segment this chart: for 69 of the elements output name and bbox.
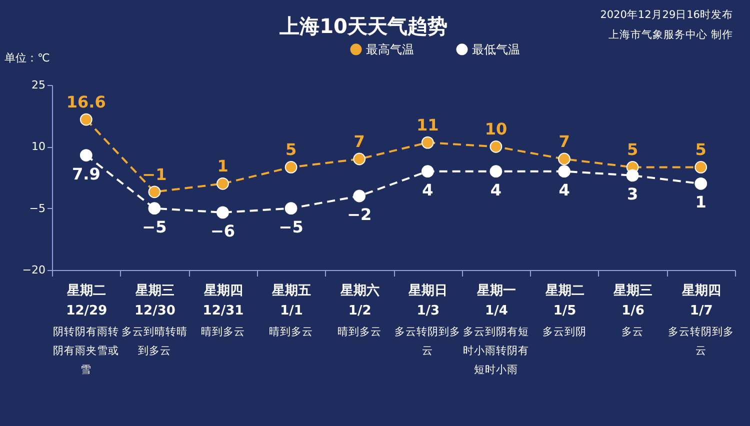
point (284, 161, 298, 174)
x-tick-label: 星期日 1/3 (408, 284, 448, 318)
data-label: 1 (217, 156, 228, 176)
data-label: 1 (695, 192, 706, 212)
text: 晴到多云 (200, 325, 245, 338)
point (421, 165, 434, 178)
text: 多云转阴到多云 (668, 326, 734, 357)
point (490, 165, 502, 178)
point (148, 186, 161, 198)
data-label: 7.9 (72, 164, 100, 184)
text: 2020年12月29日16时发布 (600, 8, 733, 21)
data-label: −6 (210, 221, 236, 240)
legend-label: 最低气温 (472, 42, 520, 56)
x-tick-label: 星期一 1/4 (476, 284, 516, 318)
point (353, 152, 366, 166)
legend-label: 最高气温 (366, 42, 414, 56)
data-label: −2 (347, 205, 372, 224)
x-tick-label: 星期二 1/5 (544, 284, 584, 318)
chart-title: 上海10天天气趋势 (278, 14, 448, 38)
point (353, 190, 366, 202)
data-label: −5 (142, 217, 167, 236)
point (558, 152, 570, 166)
x-tick-label: 星期四 1/7 (680, 284, 721, 318)
y-tick-label: −5 (29, 202, 46, 215)
y-axis-title: 单位：℃ (4, 52, 50, 64)
x-tick-label: 星期六 1/2 (339, 282, 380, 318)
y-tick-label: −20 (22, 264, 46, 276)
text: 多云到阴有短时小雨转阴有短时小雨 (462, 326, 529, 376)
text: 阴转阴有雨转阴有雨夹雪或雪 (53, 326, 120, 376)
text: 上海市气象服务中心 制作 (608, 28, 733, 41)
x-tick-label: 星期三 1/6 (612, 284, 653, 318)
point (421, 136, 434, 149)
x-tick-label: 星期三 12/30 (134, 284, 176, 318)
data-label: 4 (490, 180, 502, 200)
data-label: 7 (558, 132, 570, 151)
point (490, 140, 502, 153)
data-label: 4 (558, 180, 570, 200)
data-label: 10 (484, 120, 508, 139)
point (148, 202, 161, 215)
y-tick-label: 25 (32, 78, 46, 92)
point (216, 177, 229, 190)
x-tick-label: 星期五 1/1 (271, 284, 312, 318)
point (80, 113, 92, 126)
point (694, 177, 708, 190)
data-label: 16.6 (66, 92, 106, 112)
point (216, 206, 229, 219)
text: 多云 (622, 326, 644, 338)
text: 多云到晴转晴到多云 (121, 325, 188, 357)
text: 晴到多云 (269, 325, 314, 338)
y-tick-label: 10 (32, 140, 46, 154)
data-label: 5 (695, 140, 706, 160)
data-label: 4 (422, 180, 434, 200)
point (80, 149, 92, 162)
data-label: 5 (626, 140, 638, 160)
point (284, 202, 298, 215)
text: 晴到多云 (337, 325, 382, 338)
data-label: 3 (626, 184, 638, 204)
text: 多云到阴 (542, 326, 586, 338)
text: 多云转阴到多云 (394, 326, 461, 357)
point (694, 161, 708, 174)
data-label: −1 (142, 164, 167, 184)
data-label: 5 (285, 140, 297, 160)
x-tick-label: 星期四 12/31 (202, 284, 244, 318)
data-label: 7 (354, 132, 365, 151)
point (626, 169, 639, 182)
data-label: 11 (416, 116, 439, 135)
data-label: −5 (278, 217, 304, 236)
point (558, 165, 570, 178)
x-tick-label: 星期二 12/29 (66, 284, 108, 318)
